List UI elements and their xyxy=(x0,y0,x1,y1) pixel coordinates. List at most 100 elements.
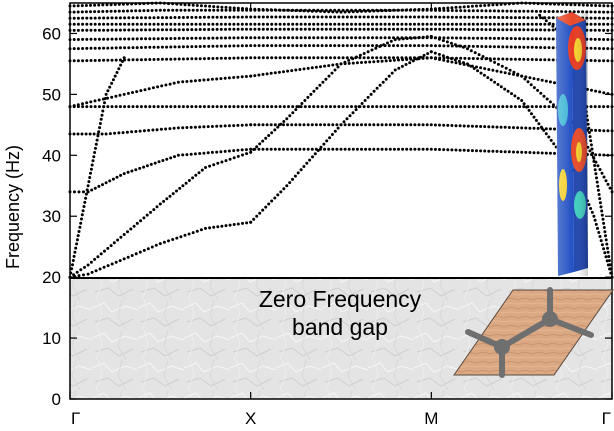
band-point xyxy=(327,74,331,78)
band-point xyxy=(339,123,343,127)
band-point xyxy=(549,138,553,142)
band-point xyxy=(528,151,532,154)
band-point xyxy=(492,36,496,40)
band-point xyxy=(142,216,146,220)
band-point xyxy=(487,125,491,129)
band-point xyxy=(466,124,470,128)
band-point xyxy=(594,172,598,176)
band-point xyxy=(499,85,503,89)
band-point xyxy=(302,147,306,151)
band-point xyxy=(149,162,153,166)
band-point xyxy=(512,150,515,154)
band-point xyxy=(602,247,606,251)
band-point xyxy=(185,80,189,83)
band-point xyxy=(383,36,387,40)
band-point xyxy=(81,16,85,20)
band-point xyxy=(187,8,191,12)
band-point xyxy=(98,122,102,125)
band-point xyxy=(81,28,85,32)
band-point xyxy=(249,44,253,48)
band-point xyxy=(152,37,156,41)
band-point xyxy=(526,37,530,41)
band-point xyxy=(224,27,227,31)
band-point xyxy=(396,22,400,26)
band-point xyxy=(89,3,92,7)
band-point xyxy=(487,68,491,71)
band-point xyxy=(343,62,347,66)
band-point xyxy=(522,37,526,41)
band-point xyxy=(131,37,135,41)
band-point xyxy=(101,3,105,7)
band-point xyxy=(93,59,97,62)
band-point xyxy=(438,44,442,48)
band-point xyxy=(534,16,538,20)
band-point xyxy=(319,123,322,127)
band-point xyxy=(446,22,450,26)
band-point xyxy=(425,105,429,109)
band-point xyxy=(345,105,349,109)
band-point xyxy=(476,22,480,26)
unit-cell-rhombus xyxy=(453,289,614,376)
band-point xyxy=(328,136,332,140)
band-point xyxy=(368,123,372,127)
band-point xyxy=(446,6,450,10)
band-point xyxy=(366,22,370,26)
band-point xyxy=(193,79,197,83)
band-point xyxy=(257,15,261,19)
band-point xyxy=(496,83,500,86)
band-point xyxy=(295,105,299,109)
band-point xyxy=(505,16,509,19)
band-point xyxy=(257,8,261,12)
band-point xyxy=(154,243,158,247)
band-point xyxy=(220,5,224,9)
band-point xyxy=(306,95,310,99)
band-point xyxy=(539,22,543,26)
band-point xyxy=(97,130,101,134)
band-point xyxy=(408,8,412,12)
band-point xyxy=(138,129,142,133)
band-point xyxy=(144,37,148,41)
band-point xyxy=(547,58,551,62)
band-point xyxy=(80,4,84,8)
band-point xyxy=(589,37,593,41)
band-point xyxy=(606,22,610,26)
band-point xyxy=(345,15,349,19)
band-point xyxy=(528,76,532,80)
band-point xyxy=(93,99,97,103)
band-point xyxy=(551,105,555,109)
band-point xyxy=(295,36,299,40)
band-point xyxy=(99,117,103,121)
band-point xyxy=(396,15,400,19)
band-point xyxy=(282,8,286,12)
band-point xyxy=(164,83,168,87)
band-point xyxy=(455,44,458,48)
band-point xyxy=(366,95,370,99)
band-point xyxy=(392,44,395,48)
band-point xyxy=(278,44,282,48)
band-point xyxy=(236,222,240,226)
band-point xyxy=(207,36,211,40)
band-point xyxy=(413,27,416,31)
band-point xyxy=(505,105,509,109)
band-point xyxy=(220,224,224,228)
band-point xyxy=(261,105,265,109)
band-point xyxy=(438,56,442,60)
band-point xyxy=(287,22,290,26)
band-point xyxy=(165,28,169,32)
band-point xyxy=(202,151,206,155)
band-point xyxy=(532,126,536,130)
band-point xyxy=(450,27,454,31)
band-point xyxy=(455,22,458,26)
band-point xyxy=(458,124,462,128)
band-point xyxy=(240,44,244,48)
band-point xyxy=(597,10,601,14)
band-point xyxy=(175,8,179,12)
band-point xyxy=(529,83,533,87)
band-point xyxy=(123,22,127,26)
band-point xyxy=(333,68,337,72)
band-point xyxy=(97,58,101,62)
band-point xyxy=(190,22,194,26)
band-point xyxy=(148,37,152,41)
band-point xyxy=(103,249,106,253)
band-point xyxy=(442,22,446,26)
